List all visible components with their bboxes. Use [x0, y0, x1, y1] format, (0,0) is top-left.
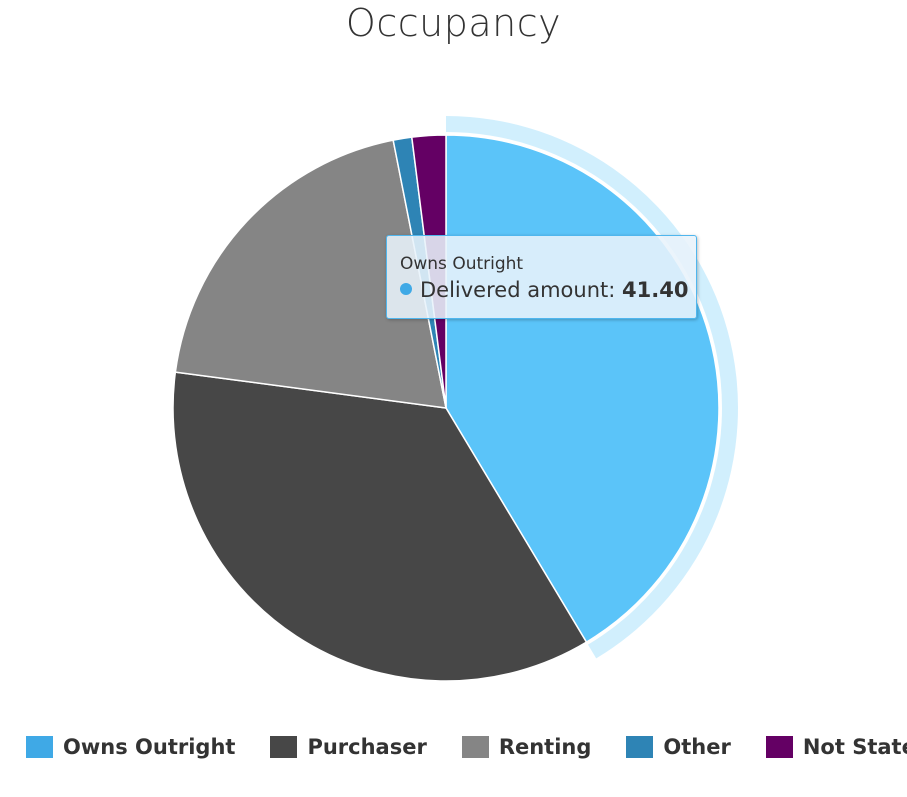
- legend-label: Renting: [498, 735, 592, 759]
- pie-slice-renting[interactable]: [174, 139, 447, 409]
- legend-item-other[interactable]: Other: [626, 735, 731, 759]
- legend-label: Other: [663, 735, 731, 759]
- legend-swatch-icon: [626, 736, 654, 758]
- tooltip-series-label: Delivered amount:: [420, 278, 616, 302]
- legend-item-owns-outright[interactable]: Owns Outright: [26, 735, 235, 759]
- legend-item-renting[interactable]: Renting: [461, 735, 592, 759]
- tooltip-series-dot-icon: [400, 283, 412, 295]
- chart-title: Occupancy: [345, 1, 562, 45]
- legend-item-not-stated[interactable]: Not Stated: [765, 735, 907, 759]
- legend: Owns Outright Purchaser Renting Other No…: [26, 733, 907, 761]
- legend-label: Owns Outright: [63, 735, 236, 759]
- legend-swatch-icon: [270, 736, 298, 758]
- legend-swatch-icon: [26, 736, 53, 758]
- tooltip-title: Owns Outright: [400, 254, 524, 274]
- legend-swatch-icon: [765, 736, 793, 758]
- tooltip-row: Delivered amount: 41.40: [400, 276, 688, 304]
- legend-label: Purchaser: [307, 735, 427, 759]
- tooltip-value: 41.40: [622, 278, 689, 302]
- pie-slice-purchaser[interactable]: [172, 371, 588, 682]
- tooltip: Owns Outright Delivered amount: 41.40: [386, 235, 697, 319]
- legend-label: Not Stated: [802, 735, 907, 759]
- legend-item-purchaser[interactable]: Purchaser: [270, 735, 427, 759]
- legend-swatch-icon: [461, 736, 489, 758]
